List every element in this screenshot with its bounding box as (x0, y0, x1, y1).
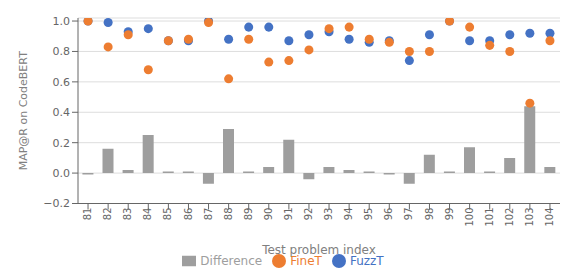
svg-text:97: 97 (403, 208, 414, 221)
svg-text:103: 103 (524, 208, 535, 227)
svg-text:88: 88 (223, 208, 234, 221)
svg-text:99: 99 (444, 208, 455, 221)
svg-text:96: 96 (383, 208, 394, 221)
svg-text:81: 81 (82, 208, 93, 221)
svg-text:1.0: 1.0 (53, 15, 71, 28)
svg-text:93: 93 (323, 208, 334, 221)
svg-text:94: 94 (343, 208, 354, 221)
html-text:Difference: Difference (200, 253, 263, 268)
svg-text:MAP@R on CodeBERT: MAP@R on CodeBERT (17, 51, 30, 170)
svg-text:83: 83 (122, 208, 133, 221)
svg-text:0.2: 0.2 (53, 137, 71, 150)
svg-text:Test problem index: Test problem index (261, 243, 376, 257)
svg-text:92: 92 (303, 208, 314, 221)
svg-text:−0.2: −0.2 (43, 197, 70, 210)
svg-text:0.6: 0.6 (53, 76, 71, 89)
svg-text:102: 102 (504, 207, 515, 226)
svg-text:90: 90 (263, 208, 274, 221)
svg-text:0.8: 0.8 (53, 45, 71, 58)
html-text:FuzzT: FuzzT (349, 253, 384, 268)
svg-text:0.4: 0.4 (53, 106, 71, 119)
svg-text:91: 91 (283, 208, 294, 221)
svg-text:95: 95 (363, 208, 374, 221)
svg-text:84: 84 (142, 208, 153, 221)
svg-text:0.0: 0.0 (53, 167, 71, 180)
svg-text:82: 82 (102, 208, 113, 221)
svg-text:98: 98 (424, 208, 435, 221)
svg-text:100: 100 (464, 208, 475, 227)
svg-text:104: 104 (544, 208, 555, 227)
svg-text:86: 86 (183, 208, 194, 221)
svg-text:89: 89 (243, 208, 254, 221)
html-text:FineT: FineT (290, 253, 322, 268)
svg-text:85: 85 (162, 208, 173, 221)
svg-text:101: 101 (484, 208, 495, 227)
svg-text:87: 87 (203, 208, 214, 221)
